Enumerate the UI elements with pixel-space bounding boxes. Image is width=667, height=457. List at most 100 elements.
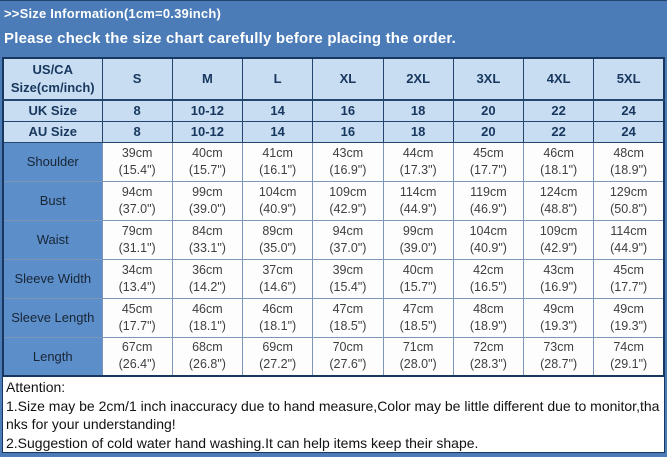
measurement-cm: 39cm <box>121 145 153 160</box>
measurement-cell: 70cm (27.6") <box>312 336 384 377</box>
measurement-cm: 129cm <box>609 184 648 199</box>
measurement-inch: (16.9") <box>540 279 578 294</box>
measurement-cell: 124cm (48.8") <box>522 180 595 221</box>
measurement-inch: (42.9") <box>329 201 367 216</box>
size-column-header: XL <box>312 57 384 101</box>
measurement-cell: 41cm (16.1") <box>241 141 314 182</box>
measurement-cm: 84cm <box>192 223 223 238</box>
measurement-inch: (14.6") <box>259 279 297 294</box>
measurement-cm: 46cm <box>543 145 574 160</box>
measurement-cell: 114cm (44.9") <box>382 180 454 221</box>
measurement-inch: (44.9") <box>399 201 437 216</box>
measurement-cm: 49cm <box>613 301 644 316</box>
measurement-inch: (31.1") <box>118 240 156 255</box>
measurement-cell: 69cm (27.2") <box>241 336 314 377</box>
measurement-cm: 124cm <box>539 184 578 199</box>
measurement-cell: 45cm (17.7") <box>101 297 173 338</box>
measurement-cell: 46cm (18.1") <box>241 297 314 338</box>
corner-header-cell: US/CA Size(cm/inch) <box>2 57 103 101</box>
size-value-cell: 20 <box>452 99 525 122</box>
measurement-inch: (39.0") <box>399 240 437 255</box>
measurement-cell: 39cm (15.4") <box>312 258 384 299</box>
measurement-cell: 71cm (28.0") <box>382 336 454 377</box>
measurement-cm: 71cm <box>402 340 434 355</box>
measurement-cell: 40cm (15.7") <box>382 258 454 299</box>
measurement-cell: 119cm (46.9") <box>452 180 525 221</box>
measurement-cm: 46cm <box>262 301 293 316</box>
size-column-header: 3XL <box>452 57 525 101</box>
measurement-inch: (46.9") <box>469 201 507 216</box>
measurement-cell: 84cm (33.1") <box>171 219 244 260</box>
measurement-cell: 109cm (42.9") <box>312 180 384 221</box>
measurement-inch: (19.3") <box>540 318 578 333</box>
measurement-cm: 114cm <box>399 184 437 199</box>
measurement-row: Sleeve Length 45cm (17.7") 46cm (18.1") 46cm (… <box>2 297 665 338</box>
measurement-cm: 67cm <box>121 340 153 355</box>
measurement-inch: (17.3") <box>399 162 437 177</box>
measurement-inch: (15.4") <box>118 162 156 177</box>
size-value-cell: 14 <box>241 120 314 143</box>
measurement-cell: 46cm (18.1") <box>522 141 595 182</box>
measurement-cell: 48cm (18.9") <box>593 141 665 182</box>
measurement-inch: (18.5") <box>329 318 367 333</box>
measurement-cell: 46cm (18.1") <box>171 297 244 338</box>
measurement-cell: 79cm (31.1") <box>101 219 173 260</box>
measurement-inch: (28.0") <box>399 357 437 372</box>
size-value-cell: 14 <box>241 99 314 122</box>
measurement-cm: 46cm <box>192 301 223 316</box>
measurement-cm: 40cm <box>402 262 434 277</box>
measurement-cm: 48cm <box>473 301 504 316</box>
measurement-inch: (16.5") <box>469 279 507 294</box>
size-column-header: M <box>171 57 244 101</box>
measurement-inch: (26.8") <box>188 357 226 372</box>
measurement-cell: 37cm (14.6") <box>241 258 314 299</box>
measurement-row: Waist 79cm (31.1") 84cm (33.1") 89cm (35.0") 94… <box>2 219 665 260</box>
measurement-inch: (17.7") <box>610 279 648 294</box>
measurement-cell: 68cm (26.8") <box>171 336 244 377</box>
size-column-header: 5XL <box>593 57 665 101</box>
size-row: AU Size 8 10-12 14 16 18 20 22 24 <box>2 120 665 143</box>
measurement-cm: 44cm <box>402 145 434 160</box>
measurement-row: Length 67cm (26.4") 68cm (26.8") 69cm (27.2") 7… <box>2 336 665 377</box>
measurement-cell: 74cm (29.1") <box>593 336 665 377</box>
measurement-cm: 104cm <box>258 184 297 199</box>
measurement-cm: 34cm <box>121 262 153 277</box>
measurement-inch: (40.9") <box>469 240 507 255</box>
measurement-cm: 69cm <box>262 340 293 355</box>
measurement-cell: 114cm (44.9") <box>593 219 665 260</box>
measurement-cell: 34cm (13.4") <box>101 258 173 299</box>
size-value-cell: 10-12 <box>171 120 244 143</box>
measurement-cm: 109cm <box>329 184 367 199</box>
measurement-inch: (37.0") <box>118 201 156 216</box>
measurement-cm: 70cm <box>332 340 364 355</box>
measurement-cell: 36cm (14.2") <box>171 258 244 299</box>
measurement-inch: (44.9") <box>610 240 648 255</box>
measurement-label: Shoulder <box>2 141 103 182</box>
size-value-cell: 18 <box>382 120 454 143</box>
size-value-cell: 16 <box>312 99 384 122</box>
measurement-inch: (35.0") <box>259 240 297 255</box>
measurement-inch: (15.7") <box>188 162 226 177</box>
size-value-cell: 20 <box>452 120 525 143</box>
measurement-row: Bust 94cm (37.0") 99cm (39.0") 104cm (40.9") 10… <box>2 180 665 221</box>
corner-header-line2: Size(cm/inch) <box>10 80 95 95</box>
measurement-cm: 45cm <box>613 262 644 277</box>
attention-note-2: 2.Suggestion of cold water hand washing.… <box>6 434 479 451</box>
measurement-cm: 45cm <box>473 145 504 160</box>
measurement-cell: 94cm (37.0") <box>312 219 384 260</box>
measurement-inch: (17.7") <box>118 318 156 333</box>
measurement-cm: 94cm <box>121 184 153 199</box>
size-row: UK Size 8 10-12 14 16 18 20 22 24 <box>2 99 665 122</box>
measurement-cell: 99cm (39.0") <box>382 219 454 260</box>
measurement-inch: (18.1") <box>188 318 226 333</box>
measurement-cell: 48cm (18.9") <box>452 297 525 338</box>
measurement-inch: (19.3") <box>610 318 648 333</box>
measurement-cm: 48cm <box>613 145 644 160</box>
measurement-cm: 42cm <box>473 262 504 277</box>
measurement-cm: 104cm <box>469 223 508 238</box>
size-value-cell: 8 <box>101 120 173 143</box>
measurement-cm: 73cm <box>543 340 574 355</box>
measurement-cell: 39cm (15.4") <box>101 141 173 182</box>
page-header: >>Size Information(1cm=0.39inch) Please … <box>0 1 667 57</box>
